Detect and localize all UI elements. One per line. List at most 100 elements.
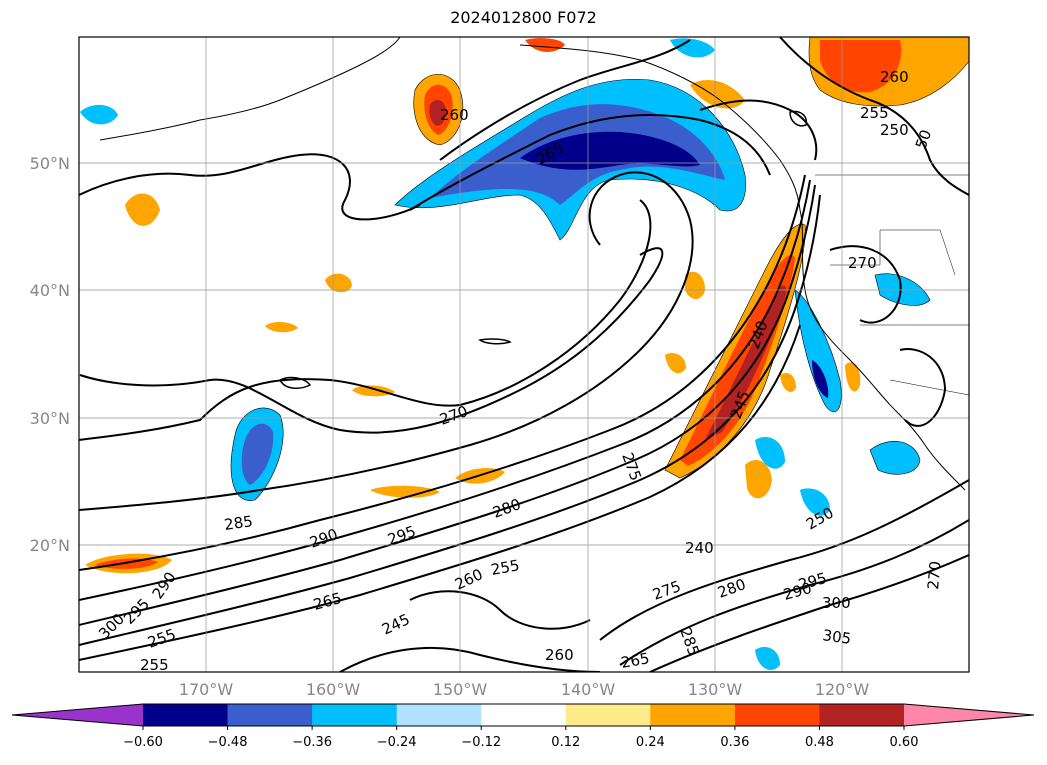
lon-label-150w: 150°W — [433, 680, 488, 699]
contour-label: 265 — [620, 649, 651, 672]
contour-south-5 — [409, 590, 591, 630]
lat-label-30n: 30°N — [30, 409, 70, 428]
contour-lines — [79, 37, 969, 672]
shading-small-14 — [665, 352, 686, 374]
contour-jet-3 — [79, 184, 816, 626]
shading-small-11 — [755, 436, 785, 469]
colorbar-tick-label: −0.12 — [461, 735, 501, 750]
contour-label: 305 — [821, 626, 852, 648]
shading-small-1 — [80, 104, 118, 125]
contour-label: 255 — [140, 656, 169, 674]
colorbar-tick-label: 0.48 — [805, 735, 834, 750]
lon-label-160w: 160°W — [306, 680, 361, 699]
contour-label: 285 — [223, 512, 254, 534]
contour-south-1 — [599, 479, 969, 641]
colorbar-tick-label: 0.60 — [890, 735, 919, 750]
latitude-labels: 50°N 40°N 30°N 20°N — [30, 154, 70, 555]
contour-sm-1 — [278, 376, 312, 390]
contour-sm-2 — [478, 338, 512, 345]
shading-small-7 — [325, 273, 352, 293]
lat-label-40n: 40°N — [30, 281, 70, 300]
colorbar-tick-label: 0.12 — [551, 735, 580, 750]
shading-small-2 — [125, 193, 160, 226]
contour-285 — [79, 171, 694, 511]
coastline-north-america-west — [799, 209, 966, 491]
contour-south-3 — [649, 554, 969, 672]
contour-n-1 — [439, 39, 691, 161]
shading-small-18 — [755, 646, 780, 670]
contour-n-2 — [409, 114, 771, 211]
shading-front-darkred — [705, 285, 787, 440]
border-states-1 — [830, 229, 956, 276]
shading-coast-blue — [794, 289, 842, 412]
contour-label: 240 — [685, 539, 714, 557]
contour-275 — [79, 153, 421, 221]
contour-jet-1 — [79, 174, 806, 571]
colorbar-segment — [819, 704, 905, 726]
shading-small-12 — [800, 488, 830, 516]
colorbar-tick-label: 0.24 — [636, 735, 665, 750]
lat-label-20n: 20°N — [30, 536, 70, 555]
shading-small-10 — [745, 460, 772, 499]
colorbar-tick-label: −0.24 — [377, 735, 417, 750]
contour-label: 260 — [880, 68, 909, 86]
shading-darkred-core — [429, 99, 446, 126]
coastlines — [99, 37, 969, 491]
shading-small-5 — [370, 485, 440, 498]
lon-label-130w: 130°W — [688, 680, 743, 699]
border-us-mexico — [889, 379, 969, 396]
contour-label: 260 — [545, 646, 574, 664]
map-panel: 260 265 260 255 250 50 270 270 240 245 2… — [78, 36, 970, 674]
colorbar: −0.60 −0.48 −0.36 −0.24 −0.12 0.12 0.24 0.36 0.4… — [11, 703, 1035, 750]
contour-280 — [79, 199, 652, 441]
contour-coast-2 — [899, 348, 947, 427]
shading-small-13 — [685, 271, 705, 299]
shading-small-9 — [265, 322, 298, 333]
colorbar-segment — [734, 704, 820, 726]
contour-label: 260 — [440, 106, 469, 124]
contour-south-2 — [619, 519, 969, 666]
contour-label: 255 — [490, 556, 521, 579]
contour-south-4 — [339, 646, 601, 672]
colorbar-tick-label: −0.60 — [123, 735, 163, 750]
coastline-alaska-panhandle — [519, 44, 801, 211]
colorbar-segment — [396, 704, 482, 726]
colorbar-tick-label: −0.36 — [292, 735, 332, 750]
colorbar-extend-low — [12, 704, 143, 726]
contour-label: 300 — [822, 594, 851, 612]
coastline-alaska-south — [99, 37, 401, 141]
colorbar-segment — [481, 704, 567, 726]
lon-label-140w: 140°W — [561, 680, 616, 699]
contour-label: 255 — [860, 104, 889, 122]
contour-jet-4 — [79, 194, 821, 646]
shading-coast-navy — [812, 360, 829, 398]
contour-270 — [79, 247, 664, 434]
contour-sm-3 — [789, 110, 808, 127]
shading-small-20 — [780, 372, 796, 392]
colorbar-segment — [312, 704, 398, 726]
contour-ne-2 — [699, 99, 818, 161]
shading-navy-north — [520, 131, 700, 170]
colorbar-extend-high — [904, 704, 1034, 726]
contour-jet-5 — [79, 324, 801, 661]
lon-label-120w: 120°W — [815, 680, 870, 699]
shading-ne-red — [820, 40, 902, 93]
shading-small-19 — [845, 362, 861, 392]
contour-label: 50 — [912, 127, 935, 151]
map-frame — [78, 36, 970, 673]
shading-small-8 — [352, 385, 395, 397]
contour-ne — [779, 37, 969, 196]
shading-blue-sw — [869, 441, 921, 475]
contour-label: 270 — [924, 560, 944, 590]
contour-coast-1 — [829, 245, 902, 324]
graticule — [79, 37, 969, 672]
colorbar-segment — [143, 704, 229, 726]
lon-label-170w: 170°W — [179, 680, 234, 699]
lat-label-50n: 50°N — [30, 154, 70, 173]
longitude-labels: 170°W 160°W 150°W 140°W 130°W 120°W — [179, 680, 870, 699]
shading-small-16 — [670, 38, 715, 58]
colorbar-tick-label: −0.48 — [208, 735, 248, 750]
colorbar-segment — [650, 704, 736, 726]
colorbar-segment — [227, 704, 313, 726]
